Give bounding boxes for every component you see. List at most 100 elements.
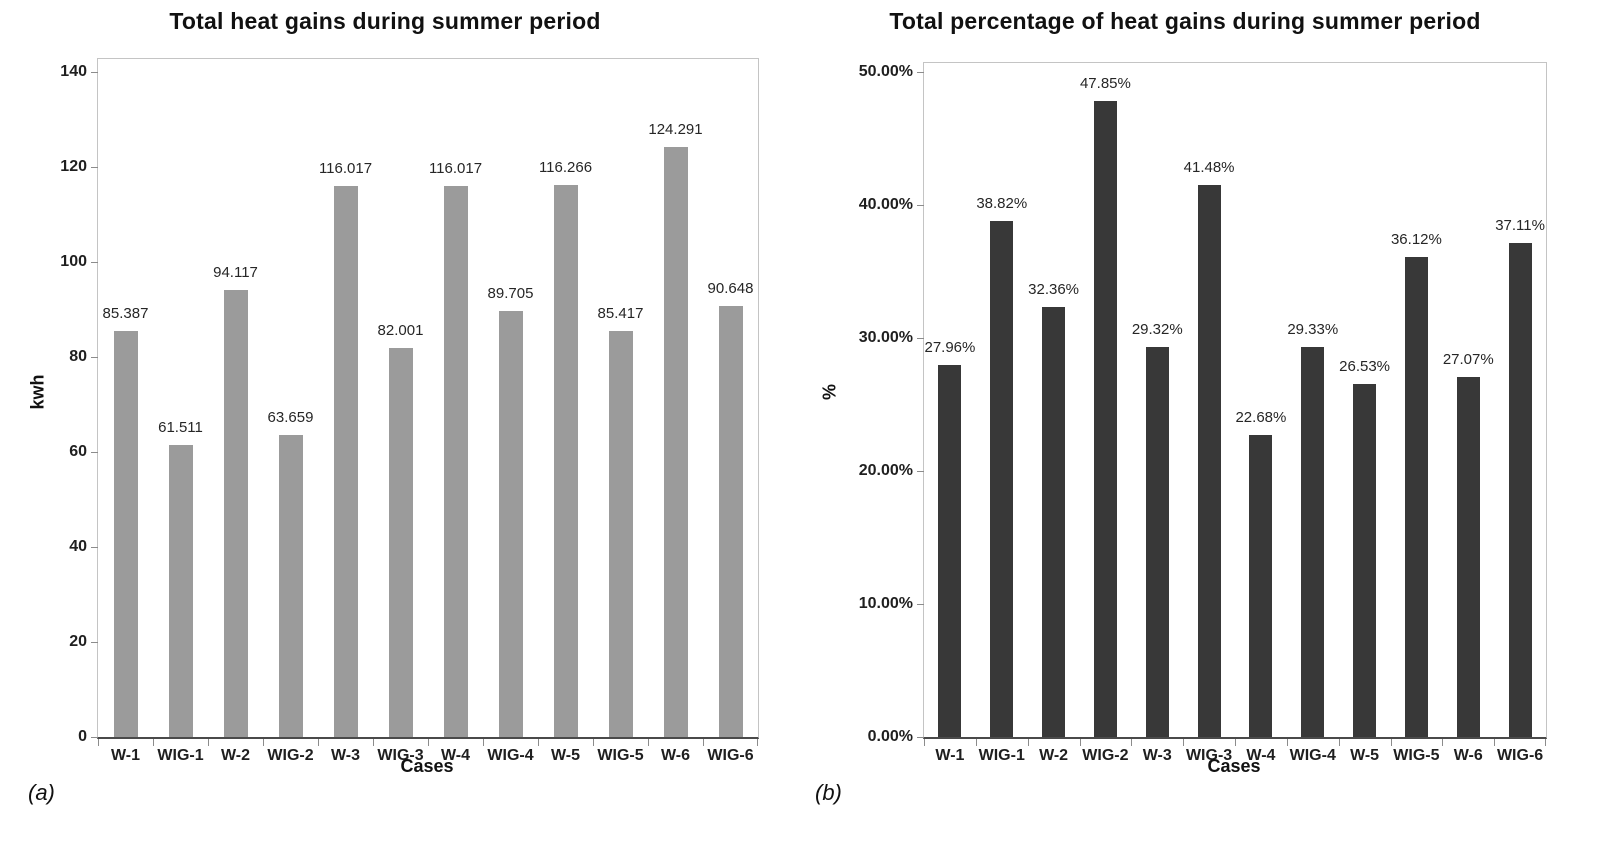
x-tick-mark bbox=[208, 739, 209, 746]
bar-W-4 bbox=[443, 185, 468, 737]
bar-WIG-4 bbox=[1301, 346, 1325, 737]
x-tick-mark bbox=[1338, 739, 1340, 746]
y-axis-title: % bbox=[819, 383, 840, 401]
x-axis-title: Cases bbox=[1207, 756, 1261, 776]
x-axis-title: Cases bbox=[400, 756, 454, 776]
bar-WIG-5 bbox=[608, 331, 633, 737]
x-category-label: W-6 bbox=[1453, 747, 1483, 764]
x-tick-mark bbox=[1494, 739, 1496, 746]
x-category-label: WIG-6 bbox=[707, 747, 754, 764]
bar-WIG-1 bbox=[990, 220, 1014, 737]
x-category-label: WIG-5 bbox=[597, 747, 644, 764]
x-category-label: W-3 bbox=[330, 747, 360, 764]
x-category-label: W-2 bbox=[220, 747, 250, 764]
bar-value-label: 124.291 bbox=[648, 120, 703, 138]
bar-value-label: 41.48% bbox=[1183, 159, 1235, 177]
x-tick-mark bbox=[1442, 739, 1444, 746]
bar-W-1 bbox=[938, 365, 962, 737]
chart-heat-gains-percent: Total percentage of heat gains during su… bbox=[800, 0, 1600, 842]
bar-value-label: 47.85% bbox=[1079, 74, 1131, 92]
plot-area: 0 20 40 60 80 100 120 140 85.387 W-1 61.511 WIG-1 94… bbox=[60, 58, 759, 764]
bar-value-label: 63.659 bbox=[267, 408, 314, 426]
y-tick-label: 50.00% bbox=[858, 63, 913, 80]
x-tick-mark bbox=[1131, 739, 1133, 746]
x-category-label: WIG-4 bbox=[487, 747, 534, 764]
bar-value-label: 116.266 bbox=[538, 158, 593, 176]
x-category-label: W-4 bbox=[1246, 747, 1276, 764]
x-tick-mark bbox=[648, 739, 649, 746]
y-tick-label: 80 bbox=[69, 348, 87, 365]
x-tick-mark bbox=[1545, 739, 1546, 746]
figure-caption-b: (b) bbox=[815, 780, 842, 805]
y-tick-mark bbox=[91, 356, 98, 358]
bar-value-label: 85.387 bbox=[102, 305, 149, 323]
bar-value-label: 27.07% bbox=[1442, 350, 1494, 368]
bar-WIG-3 bbox=[388, 347, 413, 737]
bar-value-label: 37.11% bbox=[1495, 217, 1545, 235]
bar-WIG-6 bbox=[718, 306, 743, 737]
x-category-label: WIG-2 bbox=[267, 747, 314, 764]
bar-value-label: 61.511 bbox=[158, 418, 203, 436]
y-tick-mark bbox=[917, 337, 924, 339]
y-tick-label: 40 bbox=[69, 538, 87, 555]
bar-WIG-4 bbox=[498, 310, 523, 737]
figure-caption-a: (a) bbox=[28, 780, 55, 805]
bar-W-2 bbox=[1042, 306, 1066, 737]
x-tick-mark bbox=[703, 739, 704, 746]
x-category-label: W-4 bbox=[440, 747, 470, 764]
y-tick-mark bbox=[91, 736, 98, 738]
bar-WIG-5 bbox=[1404, 256, 1428, 737]
y-tick-label: 0 bbox=[78, 728, 87, 745]
x-tick-mark bbox=[538, 739, 539, 746]
x-category-label: W-1 bbox=[935, 747, 965, 764]
y-tick-label: 100 bbox=[60, 253, 87, 270]
y-tick-label: 60 bbox=[69, 443, 87, 460]
bar-value-label: 89.705 bbox=[487, 284, 534, 302]
y-tick-mark bbox=[917, 204, 924, 206]
bar-W-6 bbox=[663, 146, 688, 737]
x-category-label: W-6 bbox=[660, 747, 690, 764]
x-tick-mark bbox=[1235, 739, 1236, 746]
x-category-label: WIG-6 bbox=[1496, 747, 1544, 764]
x-tick-mark bbox=[373, 739, 374, 746]
bar-value-label: 32.36% bbox=[1028, 280, 1080, 298]
x-category-label: WIG-5 bbox=[1393, 747, 1440, 764]
bar-W-5 bbox=[553, 184, 578, 737]
bar-value-label: 29.33% bbox=[1287, 320, 1339, 338]
x-category-label: WIG-3 bbox=[1185, 747, 1233, 764]
y-tick-mark bbox=[91, 166, 98, 168]
bar-WIG-3 bbox=[1197, 185, 1221, 737]
bar-W-5 bbox=[1353, 384, 1377, 737]
y-tick-mark bbox=[91, 261, 98, 263]
y-tick-mark bbox=[917, 736, 924, 738]
x-category-label: WIG-2 bbox=[1082, 747, 1129, 764]
bar-W-1 bbox=[113, 331, 138, 737]
x-category-label: W-5 bbox=[550, 747, 580, 764]
y-axis-title: kwh bbox=[27, 374, 48, 410]
bar-W-3 bbox=[333, 185, 358, 737]
x-category-label: W-2 bbox=[1039, 747, 1069, 764]
x-tick-mark bbox=[1027, 739, 1029, 746]
bar-value-label: 94.117 bbox=[213, 263, 258, 281]
x-tick-mark bbox=[593, 739, 594, 746]
y-tick-mark bbox=[917, 71, 924, 73]
bar-value-label: 82.001 bbox=[377, 321, 424, 339]
x-tick-mark bbox=[428, 739, 429, 746]
y-tick-label: 0.00% bbox=[867, 728, 913, 745]
x-category-label: WIG-1 bbox=[978, 747, 1025, 764]
y-tick-mark bbox=[917, 470, 924, 472]
x-category-label: WIG-1 bbox=[157, 747, 204, 764]
y-tick-label: 20 bbox=[69, 633, 87, 650]
bar-WIG-2 bbox=[1093, 100, 1117, 737]
y-tick-label: 30.00% bbox=[858, 329, 913, 346]
chart-heat-gains-kwh: Total heat gains during summer period kw… bbox=[27, 8, 759, 805]
y-tick-label: 120 bbox=[60, 158, 87, 175]
y-tick-mark bbox=[91, 641, 98, 643]
bar-value-label: 29.32% bbox=[1131, 321, 1183, 339]
bar-value-label: 27.96% bbox=[924, 339, 976, 357]
x-tick-mark bbox=[318, 739, 319, 746]
bar-W-3 bbox=[1145, 347, 1169, 737]
x-tick-mark bbox=[483, 739, 484, 746]
y-tick-mark bbox=[917, 603, 924, 605]
bar-value-label: 90.648 bbox=[707, 280, 754, 298]
